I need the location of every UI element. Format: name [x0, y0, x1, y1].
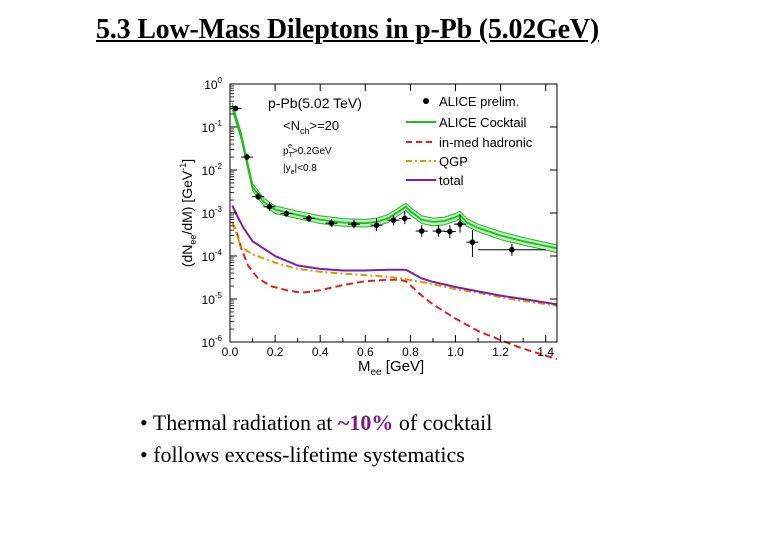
rapidity-cut-label: |ye|<0.8 [283, 163, 317, 176]
y-tick-label: 10-5 [202, 291, 223, 307]
legend-label-data: ALICE prelim. [439, 94, 519, 109]
bullet-text: • follows excess-lifetime systematics [140, 442, 465, 467]
slide-title: 5.3 Low-Mass Dileptons in p-Pb (5.02GeV) [96, 14, 736, 46]
x-tick-label: 1.2 [492, 345, 509, 359]
y-tick-label: 10-1 [202, 119, 223, 135]
data-point [244, 154, 250, 160]
collision-system-label: p-Pb(5.02 TeV) [268, 95, 362, 111]
data-point [402, 216, 408, 222]
data-point [419, 228, 425, 234]
bullet-item: • follows excess-lifetime systematics [140, 439, 492, 471]
y-tick-label: 10-2 [202, 162, 223, 178]
legend-label-cocktail: ALICE Cocktail [439, 115, 527, 130]
data-point [329, 220, 335, 226]
legend-label-qgp: QGP [439, 154, 468, 169]
data-point [391, 217, 397, 223]
theory-lines-layer [232, 205, 557, 359]
bullet-text: • Thermal radiation at [140, 410, 338, 435]
legend-symbol-data [423, 98, 429, 104]
data-point [436, 228, 442, 234]
x-axis-label: Mee [GeV] [358, 358, 424, 377]
y-tick-label: 10-4 [202, 248, 223, 264]
data-point [351, 221, 357, 227]
y-tick-label: 10-6 [202, 334, 223, 350]
x-tick-label: 1.0 [447, 345, 464, 359]
data-point [509, 247, 515, 253]
x-tick-label: 0.2 [267, 345, 284, 359]
x-tick-label: 0.8 [402, 345, 419, 359]
legend-label-inmed: in-med hadronic [439, 135, 533, 150]
data-point [470, 239, 476, 245]
legend: ALICE prelim. ALICE Cocktail in-med hadr… [406, 94, 533, 188]
bullet-list: • Thermal radiation at ~10% of cocktail … [140, 407, 492, 471]
bullet-highlight: ~10% [338, 410, 393, 435]
multiplicity-cut-label: <Nch>=20 [283, 118, 339, 136]
bullet-text: of cocktail [393, 410, 492, 435]
data-point [306, 216, 312, 222]
y-tick-label: 10-3 [202, 205, 223, 221]
x-tick-label: 0.4 [312, 345, 329, 359]
dilepton-mass-spectrum-chart: 0.0 0.2 0.4 0.6 0.8 1.0 1.2 1.4 100 10-1 10-2 10-3… [173, 72, 564, 377]
data-point [267, 204, 273, 210]
data-point [284, 211, 290, 217]
data-point [457, 221, 463, 227]
data-point [374, 222, 380, 228]
y-tick-label: 100 [204, 76, 222, 92]
pt-cut-label: pTe>0.2GeV [283, 143, 332, 159]
legend-label-total: total [439, 173, 464, 188]
bullet-item: • Thermal radiation at ~10% of cocktail [140, 407, 492, 439]
series-band-lower-alice-cocktail [232, 110, 557, 253]
x-tick-label: 0.0 [222, 345, 239, 359]
x-tick-label: 1.4 [537, 345, 554, 359]
y-axis-label: (dNee/dM) [GeV-1] [178, 159, 198, 267]
plot-annotations: p-Pb(5.02 TeV) <Nch>=20 pTe>0.2GeV |ye|<… [268, 95, 362, 176]
data-point [447, 229, 453, 235]
series-line-in-med-hadronic [232, 223, 557, 360]
data-point [255, 194, 261, 200]
plot-figure: 0.0 0.2 0.4 0.6 0.8 1.0 1.2 1.4 100 10-1 10-2 10-3… [173, 72, 564, 377]
x-tick-label: 0.6 [357, 345, 374, 359]
